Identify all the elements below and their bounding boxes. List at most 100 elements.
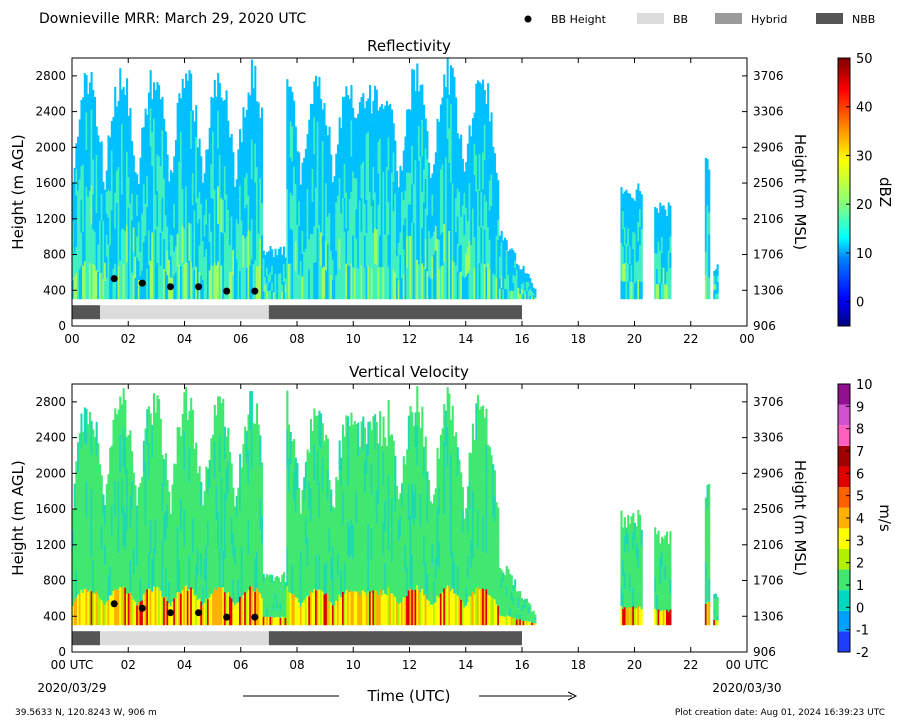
heatmap-cell	[370, 430, 373, 463]
heatmap-cell	[85, 553, 88, 590]
heatmap-cell	[520, 274, 523, 280]
heatmap-cell	[357, 591, 360, 626]
heatmap-cell	[181, 188, 184, 226]
heatmap-cell	[83, 552, 86, 589]
heatmap-cell	[198, 165, 201, 193]
heatmap-cell	[525, 607, 529, 612]
heatmap-cell	[434, 511, 437, 534]
heatmap-cell	[306, 244, 309, 272]
heatmap-cell	[375, 489, 378, 524]
heatmap-cell	[174, 193, 178, 220]
heatmap-cell	[375, 557, 378, 592]
heatmap-cell	[90, 523, 93, 558]
heatmap-cell	[228, 218, 232, 246]
heatmap-cell	[294, 212, 297, 242]
heatmap-cell	[227, 239, 230, 270]
heatmap-cell	[401, 554, 404, 578]
heatmap-cell	[242, 444, 245, 475]
heatmap-cell	[225, 593, 228, 626]
heatmap-cell	[247, 92, 250, 127]
heatmap-cell	[326, 531, 329, 563]
heatmap-cell	[706, 578, 709, 602]
heatmap-cell	[347, 520, 350, 556]
heatmap-cell	[142, 241, 145, 271]
heatmap-cell	[497, 546, 500, 567]
heatmap-cell	[708, 234, 711, 256]
heatmap-cell	[465, 253, 468, 277]
heatmap-cell	[664, 254, 667, 270]
heatmap-cell	[156, 433, 159, 472]
heatmap-cell	[417, 91, 421, 127]
heatmap-cell	[382, 590, 385, 626]
heatmap-cell	[347, 451, 350, 486]
heatmap-cell	[225, 499, 228, 531]
heatmap-cell	[654, 237, 657, 254]
heatmap-cell	[87, 196, 90, 231]
heatmap-cell	[239, 157, 242, 186]
heatmap-cell	[502, 240, 505, 251]
heatmap-cell	[394, 246, 397, 273]
heatmap-cell	[394, 272, 397, 300]
heatmap-cell	[514, 579, 517, 587]
heatmap-cell	[436, 239, 439, 270]
heatmap-cell	[90, 71, 93, 110]
heatmap-cell	[190, 73, 193, 112]
heatmap-cell	[186, 189, 189, 227]
heatmap-cell	[456, 160, 459, 189]
heatmap-cell	[242, 107, 245, 140]
heatmap-cell	[512, 250, 515, 259]
heatmap-cell	[460, 548, 463, 575]
heatmap-cell	[466, 555, 469, 579]
heatmap-cell	[377, 443, 380, 474]
heatmap-cell	[212, 232, 215, 266]
heatmap-cell	[428, 576, 431, 602]
heatmap-cell	[166, 154, 169, 179]
heatmap-cell	[498, 577, 502, 587]
heatmap-cell	[399, 254, 402, 277]
heatmap-cell	[328, 212, 331, 242]
heatmap-cell	[117, 481, 120, 518]
heatmap-cell	[450, 182, 453, 222]
heatmap-cell	[450, 104, 453, 144]
heatmap-cell	[117, 133, 120, 167]
heatmap-cell	[326, 271, 329, 300]
heatmap-cell	[201, 260, 205, 280]
heatmap-cell	[455, 164, 458, 199]
heatmap-cell	[623, 535, 626, 554]
heatmap-cell	[713, 604, 716, 610]
heatmap-cell	[487, 504, 490, 535]
heatmap-cell	[274, 273, 277, 283]
heatmap-cell	[627, 210, 630, 229]
heatmap-cell	[114, 444, 117, 481]
heatmap-cell	[261, 543, 264, 571]
heatmap-cell	[708, 277, 711, 300]
heatmap-cell	[389, 234, 392, 267]
heatmap-cell	[428, 480, 431, 505]
heatmap-cell	[237, 249, 240, 275]
heatmap-cell	[90, 557, 93, 592]
heatmap-cell	[288, 193, 291, 229]
heatmap-cell	[505, 605, 508, 616]
heatmap-cell	[218, 472, 221, 511]
vertical-velocity-xlabel: Time (UTC)	[367, 687, 451, 705]
heatmap-cell	[659, 611, 662, 626]
heatmap-cell	[230, 271, 233, 300]
heatmap-cell	[127, 268, 130, 300]
colorbar-tick-label: 0	[856, 601, 864, 616]
heatmap-cell	[397, 224, 400, 244]
heatmap-cell	[186, 488, 189, 523]
heatmap-cell	[512, 258, 515, 267]
heatmap-cell	[509, 573, 512, 583]
heatmap-cell	[434, 201, 437, 226]
heatmap-cell	[173, 203, 176, 228]
heatmap-cell	[488, 535, 491, 566]
heatmap-cell	[392, 502, 395, 533]
heatmap-cell	[159, 453, 162, 488]
heatmap-cell	[531, 283, 534, 286]
heatmap-cell	[470, 453, 473, 482]
heatmap-cell	[291, 126, 294, 162]
heatmap-cell	[438, 486, 441, 515]
heatmap-cell	[222, 233, 225, 267]
heatmap-cell	[147, 127, 151, 162]
y-tick-label: 1200	[35, 538, 66, 552]
